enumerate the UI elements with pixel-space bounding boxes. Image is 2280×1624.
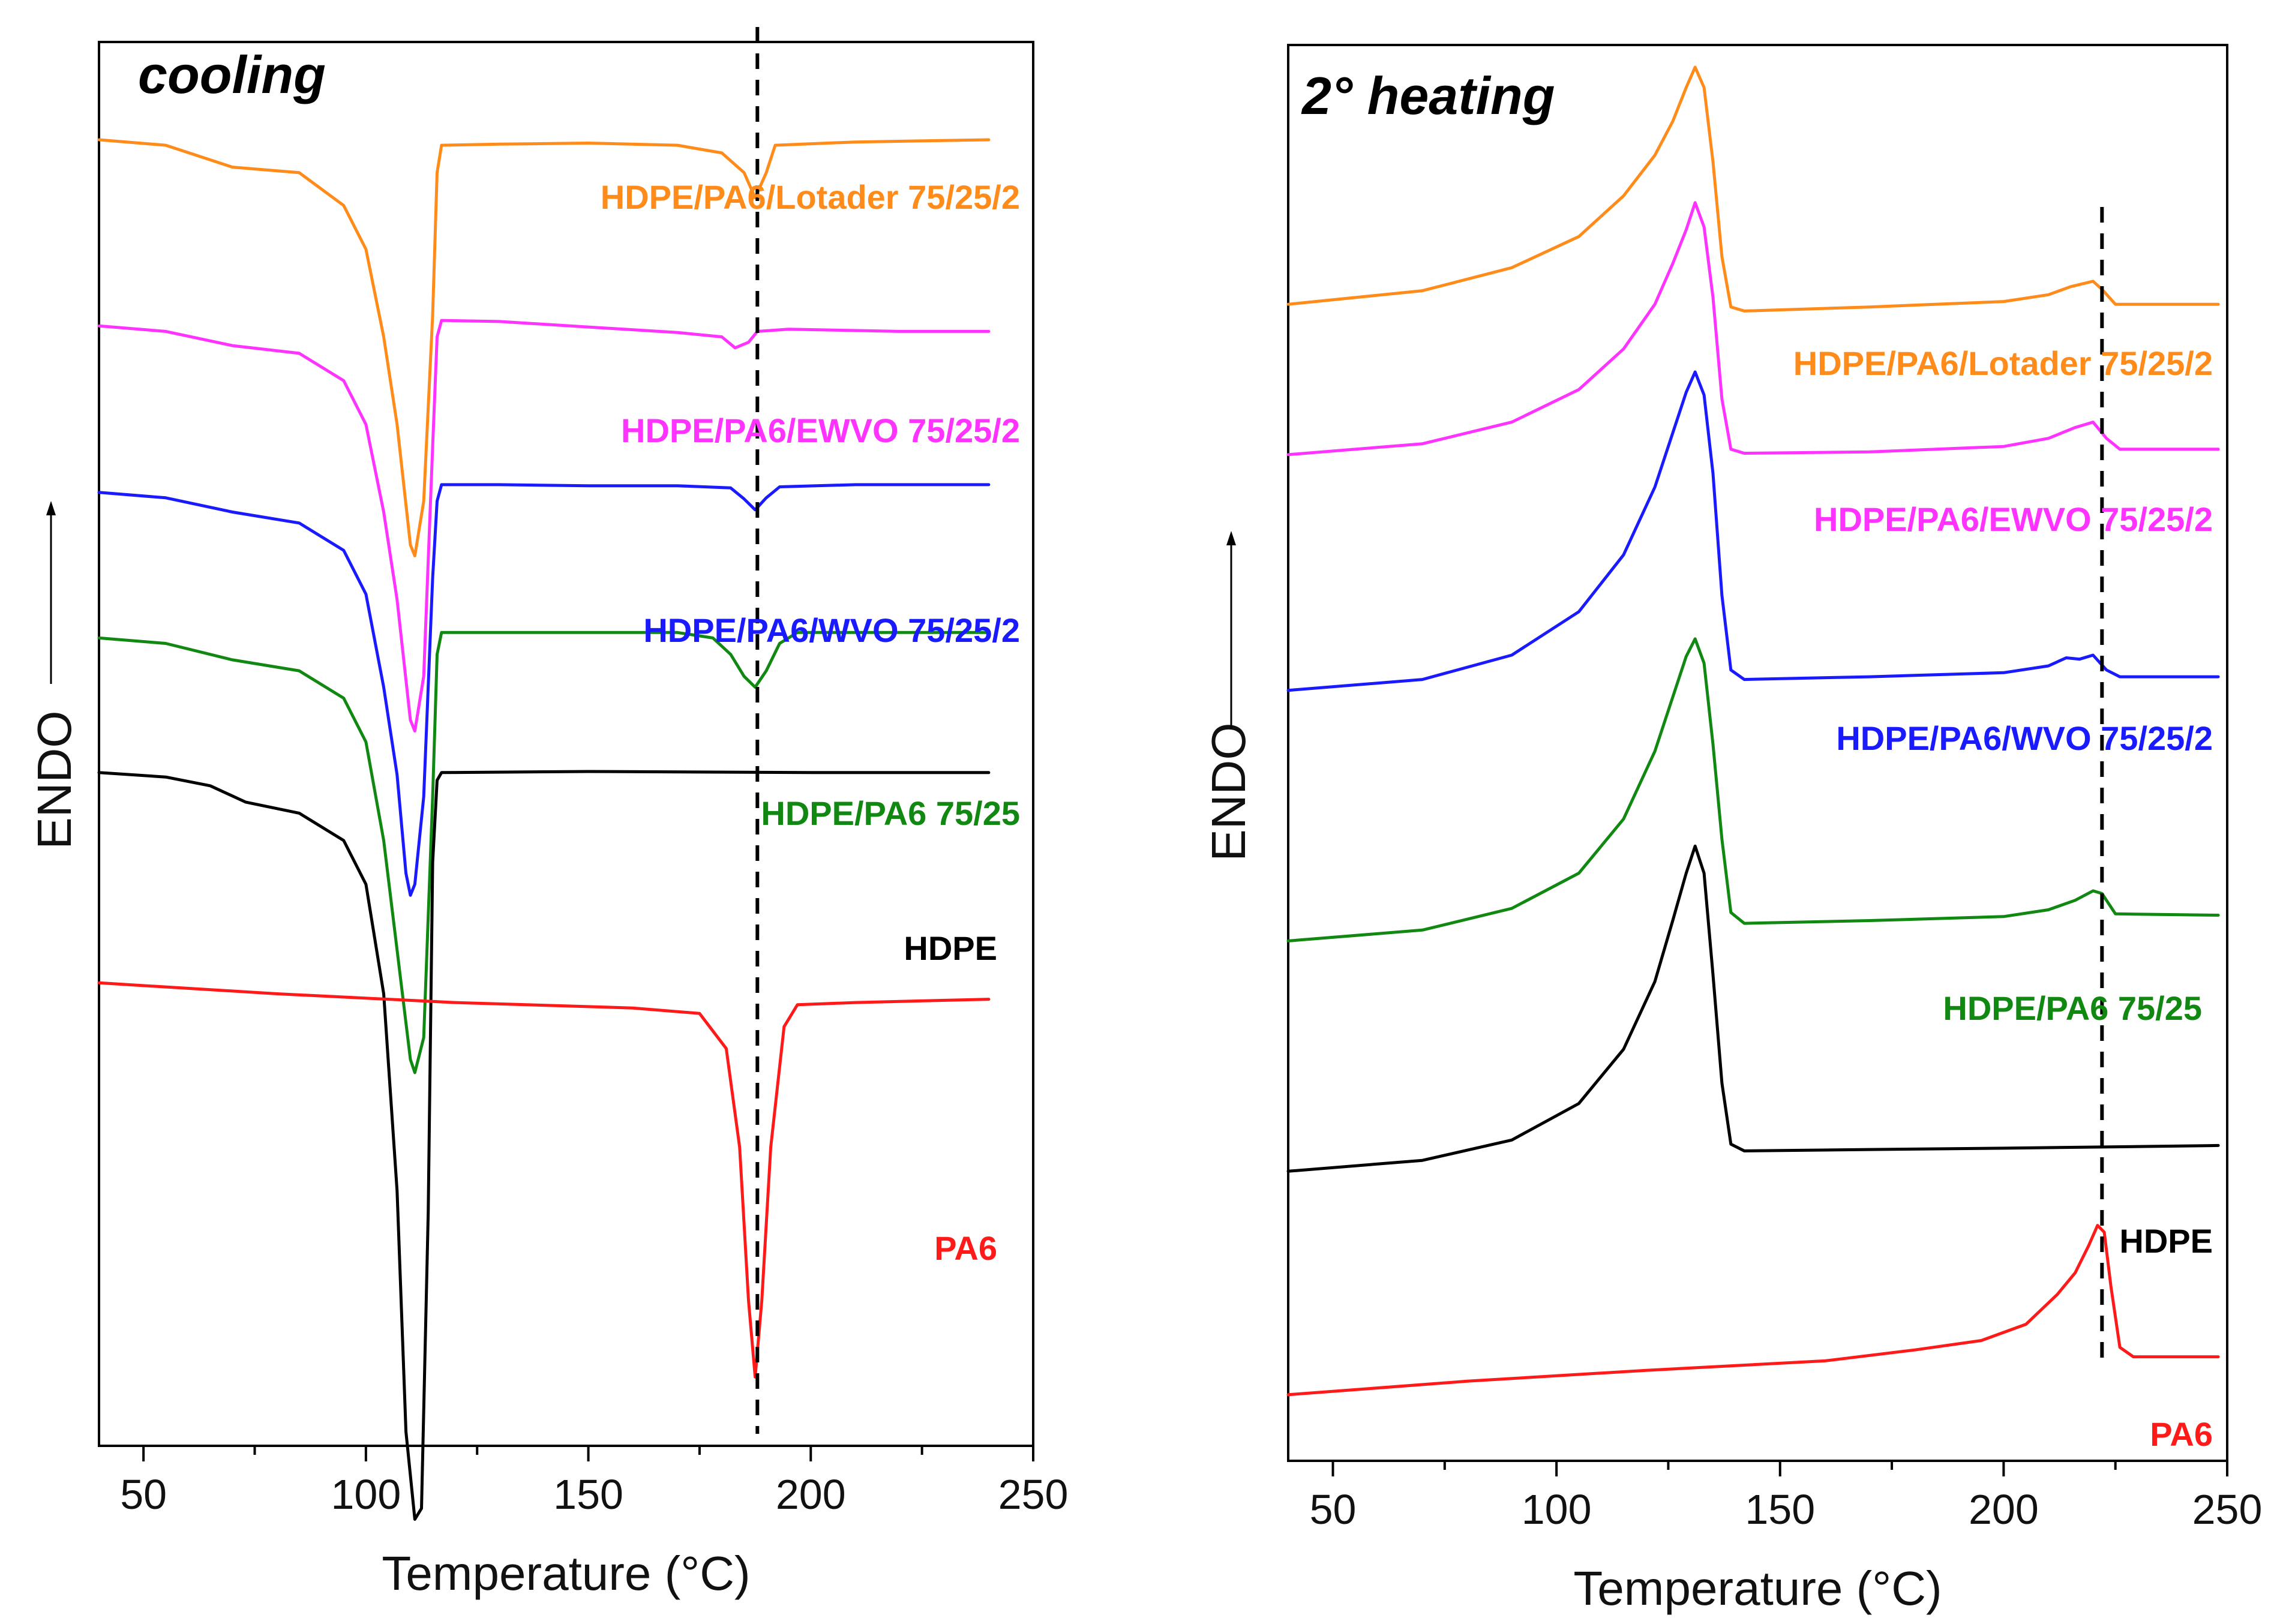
panel-title: cooling xyxy=(138,45,326,104)
y-axis-title: ENDO xyxy=(28,710,81,849)
series-label-blend: HDPE/PA6 75/25 xyxy=(761,794,1020,832)
series-label-pa6: PA6 xyxy=(2150,1415,2213,1453)
x-axis-title: Temperature (°C) xyxy=(382,1547,750,1600)
x-tick-label: 100 xyxy=(331,1471,401,1518)
x-tick-label: 150 xyxy=(553,1471,623,1518)
x-tick-label: 150 xyxy=(1745,1486,1815,1533)
curve-lotader xyxy=(1286,65,2220,313)
series-label-wvo: HDPE/PA6/WVO 75/25/2 xyxy=(643,611,1020,649)
series-label-ewvo: HDPE/PA6/EWVO 75/25/2 xyxy=(1814,500,2213,538)
x-tick-label: 250 xyxy=(998,1471,1069,1518)
series-label-ewvo: HDPE/PA6/EWVO 75/25/2 xyxy=(621,412,1020,449)
curve-wvo xyxy=(97,483,991,897)
endo-arrow-head xyxy=(46,501,56,515)
x-axis-title: Temperature (°C) xyxy=(1573,1562,1942,1615)
series-label-lotader: HDPE/PA6/Lotader 75/25/2 xyxy=(1793,344,2213,382)
x-tick-label: 200 xyxy=(1969,1486,2039,1533)
plot-frame xyxy=(98,41,1034,1447)
curve-ewvo xyxy=(1286,201,2220,457)
curve-pa6 xyxy=(1286,1224,2220,1397)
series-label-hdpe: HDPE xyxy=(904,929,997,967)
x-tick-label: 50 xyxy=(120,1471,167,1518)
x-tick-label: 200 xyxy=(776,1471,846,1518)
curve-wvo xyxy=(1286,370,2220,692)
series-label-wvo: HDPE/PA6/WVO 75/25/2 xyxy=(1836,719,2213,757)
panel-heating: 50 100 150 200 250 Temperature (°C) ENDO 2° hea… xyxy=(1202,44,2263,1615)
series-label-blend: HDPE/PA6 75/25 xyxy=(1943,989,2202,1027)
curve-hdpe xyxy=(1286,844,2220,1173)
endo-arrow-head xyxy=(1226,531,1236,545)
panel-title: 2° heating xyxy=(1301,66,1555,125)
curve-hdpe xyxy=(97,770,991,1521)
y-axis-title: ENDO xyxy=(1202,722,1255,861)
x-tick-label: 250 xyxy=(2192,1486,2263,1533)
series-label-lotader: HDPE/PA6/Lotader 75/25/2 xyxy=(601,178,1020,216)
x-tick-label: 50 xyxy=(1310,1486,1357,1533)
plot-frame xyxy=(1287,44,2228,1462)
panel-cooling: 50 100 150 200 250 Temperature (°C) ENDO coolin… xyxy=(28,27,1068,1600)
curve-pa6 xyxy=(97,981,991,1379)
series-label-pa6: PA6 xyxy=(934,1229,997,1267)
series-label-hdpe: HDPE xyxy=(2119,1222,2213,1260)
curve-ewvo xyxy=(97,319,991,733)
x-tick-label: 100 xyxy=(1522,1486,1592,1533)
curve-blend xyxy=(1286,637,2220,942)
curve-blend xyxy=(97,631,991,1074)
